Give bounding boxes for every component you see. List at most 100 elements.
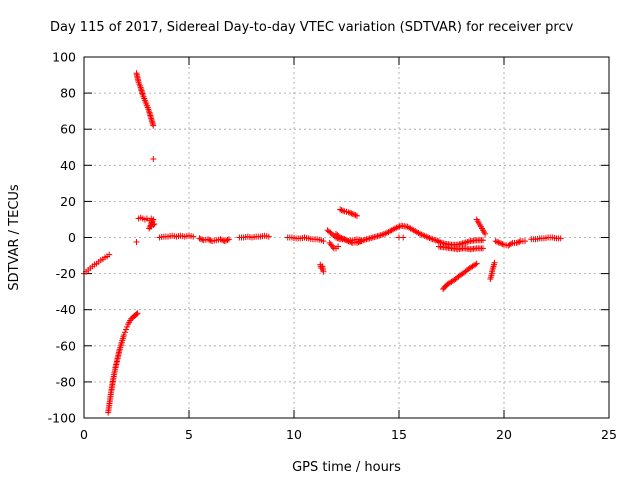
data-point bbox=[320, 268, 327, 275]
data-point bbox=[515, 239, 521, 246]
data-point bbox=[498, 240, 505, 247]
data-point bbox=[472, 261, 479, 268]
series-track-18 bbox=[440, 260, 480, 292]
data-point bbox=[224, 236, 231, 243]
y-tick-label: -60 bbox=[56, 338, 76, 353]
data-point bbox=[341, 236, 348, 243]
series-track-7 bbox=[236, 232, 272, 241]
data-point bbox=[352, 212, 359, 219]
y-tick-label: -100 bbox=[48, 411, 76, 426]
data-point bbox=[491, 259, 498, 266]
data-point bbox=[335, 243, 342, 250]
data-point bbox=[347, 238, 353, 245]
data-point bbox=[106, 251, 113, 258]
data-point bbox=[492, 238, 499, 245]
data-point bbox=[494, 238, 500, 245]
data-point bbox=[223, 237, 230, 244]
data-point bbox=[206, 236, 213, 243]
series-track-14 bbox=[354, 222, 442, 246]
data-point bbox=[340, 207, 346, 214]
series-track-21 bbox=[492, 238, 528, 249]
series-track-19 bbox=[473, 216, 489, 237]
series-track-8 bbox=[284, 234, 327, 245]
y-tick-label: -40 bbox=[56, 302, 76, 317]
data-point bbox=[196, 235, 203, 242]
data-point bbox=[225, 236, 232, 243]
series-isolated bbox=[133, 155, 157, 246]
data-point bbox=[347, 209, 353, 216]
data-point bbox=[218, 236, 225, 243]
data-point bbox=[150, 122, 157, 129]
y-tick-label: 0 bbox=[68, 230, 76, 245]
data-point bbox=[482, 230, 489, 237]
data-point bbox=[351, 211, 358, 218]
data-point bbox=[338, 207, 345, 214]
series-track-15 bbox=[396, 234, 407, 241]
series-track-17 bbox=[435, 243, 486, 253]
ticks: -100 -80 -60 -40 -20 0 20 40 60 80 100 0 5 10 15 20 25 bbox=[48, 50, 617, 443]
data-point bbox=[190, 233, 197, 240]
series-track-9 bbox=[317, 261, 327, 275]
data-point bbox=[495, 239, 502, 246]
y-axis-label: SDTVAR / TECUs bbox=[7, 184, 22, 291]
data-point bbox=[329, 243, 336, 250]
data-point bbox=[124, 323, 131, 330]
series-track-20 bbox=[487, 259, 498, 283]
data-point bbox=[150, 155, 157, 162]
data-point bbox=[150, 221, 157, 228]
data-point bbox=[499, 241, 506, 248]
series-track-1 bbox=[81, 251, 113, 277]
data-point bbox=[121, 329, 128, 336]
series-track-3 bbox=[133, 70, 157, 129]
series-track-12 bbox=[337, 206, 360, 219]
x-tick-label: 15 bbox=[391, 427, 407, 442]
data-point bbox=[345, 209, 352, 216]
y-tick-label: -80 bbox=[56, 374, 76, 389]
data-point bbox=[133, 239, 140, 246]
series-track-5 bbox=[156, 232, 197, 241]
data-point bbox=[496, 239, 503, 246]
series-track-22 bbox=[528, 234, 564, 243]
data-point bbox=[513, 239, 520, 246]
data-point bbox=[516, 238, 523, 245]
data-point bbox=[123, 326, 129, 333]
data-point bbox=[508, 240, 514, 247]
plot-frame bbox=[83, 56, 610, 419]
data-point bbox=[400, 234, 407, 241]
data-point bbox=[344, 237, 351, 244]
data-points bbox=[81, 70, 564, 416]
data-point bbox=[338, 235, 345, 242]
series-track-4 bbox=[135, 214, 158, 232]
data-point bbox=[151, 220, 158, 227]
data-point bbox=[340, 235, 346, 242]
series-track-6 bbox=[196, 235, 232, 245]
series-track-13 bbox=[333, 230, 365, 246]
x-tick-label: 5 bbox=[185, 427, 193, 442]
data-point bbox=[348, 210, 355, 217]
data-point bbox=[345, 238, 352, 245]
data-point bbox=[265, 233, 272, 240]
data-point bbox=[133, 311, 140, 318]
data-point bbox=[354, 212, 360, 219]
data-point bbox=[349, 211, 356, 218]
y-tick-label: -20 bbox=[56, 266, 76, 281]
y-tick-label: 60 bbox=[60, 122, 76, 137]
data-point bbox=[197, 236, 204, 243]
series-track-2 bbox=[105, 310, 141, 416]
y-tick-label: 20 bbox=[60, 194, 76, 209]
data-point bbox=[217, 236, 224, 243]
data-point bbox=[134, 310, 141, 317]
data-point bbox=[221, 238, 228, 245]
data-point bbox=[120, 331, 127, 338]
data-point bbox=[342, 236, 349, 243]
x-tick-label: 0 bbox=[80, 427, 88, 442]
data-point bbox=[320, 238, 327, 245]
y-tick-label: 80 bbox=[60, 86, 76, 101]
x-tick-label: 20 bbox=[496, 427, 512, 442]
x-tick-label: 10 bbox=[286, 427, 302, 442]
data-point bbox=[204, 236, 211, 243]
data-point bbox=[337, 234, 344, 241]
x-tick-label: 25 bbox=[601, 427, 617, 442]
data-point bbox=[337, 206, 344, 213]
